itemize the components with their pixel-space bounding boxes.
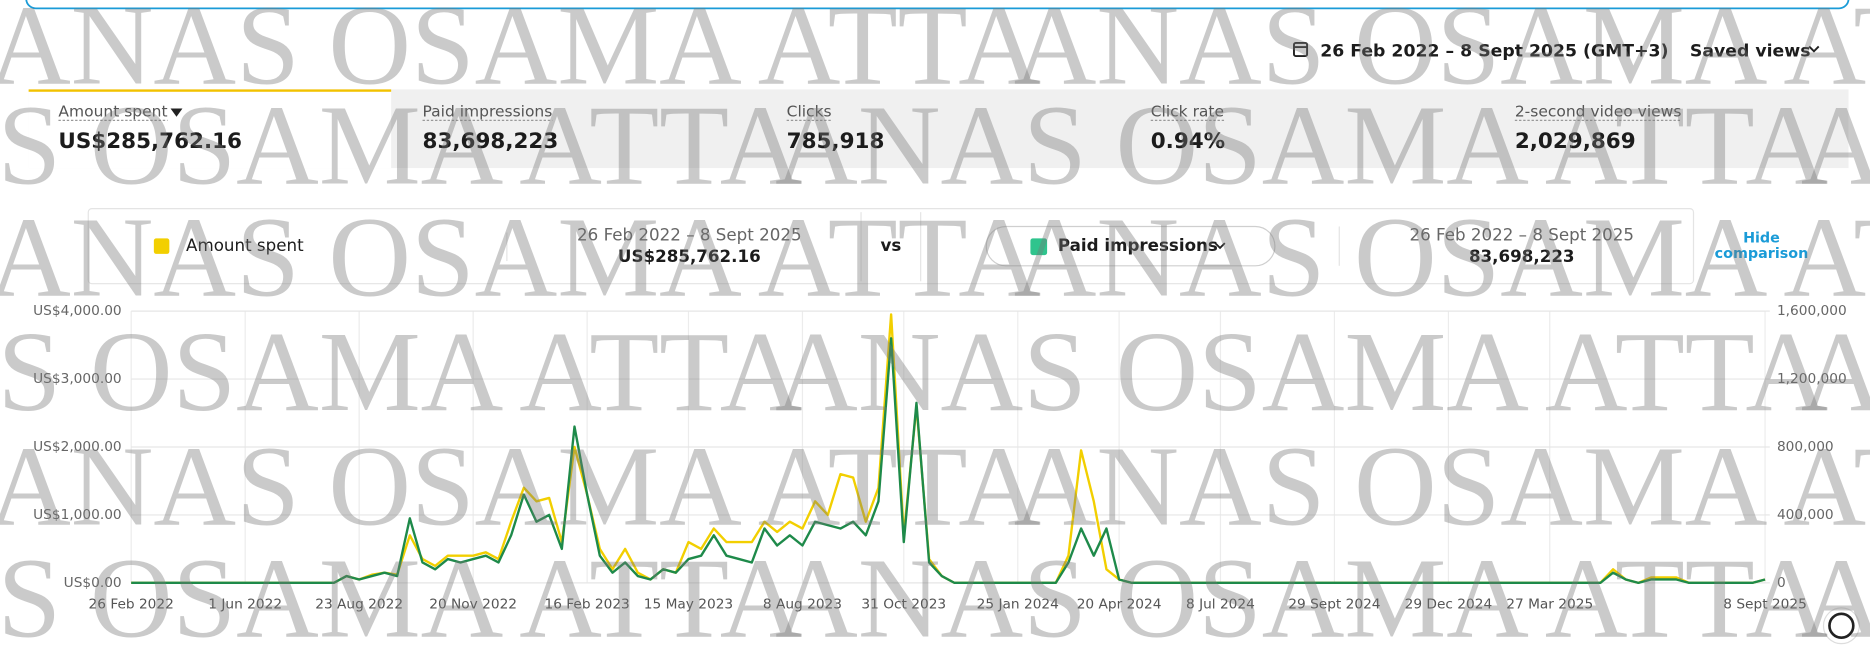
legend-swatch (153, 238, 170, 254)
y2-tick-label: 800,000 (1777, 439, 1834, 455)
y-tick-label: US$1,000.00 (33, 507, 121, 523)
y-tick-label: US$4,000.00 (33, 303, 121, 319)
metrics: Amount spent US$285,762.16 Paid impression… (58, 103, 1682, 154)
y-tick-label: US$0.00 (64, 575, 122, 591)
metric-label[interactable]: Paid impressions (423, 103, 553, 121)
legend-label: Amount spent (186, 236, 304, 255)
plot: US$0.00 US$1,000.00 US$2,000.00 US$3,000.00… (33, 303, 1847, 612)
x-tick-label: 20 Apr 2024 (1077, 596, 1162, 612)
comparison-range: 26 Feb 2022 – 8 Sept 2025 (1409, 226, 1634, 245)
y-tick-label: US$2,000.00 (33, 439, 121, 455)
calendar-icon (1293, 41, 1309, 57)
top-panel (25, 0, 1850, 10)
metric-value: 785,918 (787, 129, 885, 154)
x-tick-label: 31 Oct 2023 (861, 596, 946, 612)
metric-dropdown[interactable] (170, 108, 183, 117)
y-tick-label: US$3,000.00 (33, 371, 121, 387)
data-line (131, 313, 1766, 585)
legend-swatch (1030, 238, 1048, 256)
y2-tick-label: 400,000 (1777, 507, 1834, 523)
x-tick-label: 23 Aug 2022 (315, 596, 403, 612)
metric-label[interactable]: Amount spent (58, 103, 167, 121)
x-tick-label: 8 Sept 2025 (1723, 596, 1807, 612)
comparison-box (87, 207, 1695, 285)
x-tick-label: 20 Nov 2022 (429, 596, 517, 612)
x-tick-label: 1 Jun 2022 (208, 596, 282, 612)
watermark-text: ANAS OSAMA ATTA (775, 308, 1828, 435)
legend-label[interactable]: Paid impressions (1058, 236, 1218, 255)
x-tick-label: 29 Dec 2024 (1405, 596, 1493, 612)
metric-selector[interactable] (985, 225, 1276, 267)
date-picker[interactable]: 26 Feb 2022 – 8 Sept 2025 (GMT+3) (1293, 41, 1669, 61)
watermark-text: ANAS OSAMA ATTA (0, 423, 1041, 550)
hide-comparison[interactable]: comparison (1715, 246, 1809, 262)
x-tick-label: 8 Aug 2023 (763, 596, 842, 612)
y2-tick-label: 0 (1777, 575, 1786, 591)
vs-label: vs (880, 236, 901, 255)
comparison-range: 26 Feb 2022 – 8 Sept 2025 (577, 226, 802, 245)
comparison-total: US$285,762.16 (618, 247, 761, 266)
metric-label[interactable]: Click rate (1151, 103, 1224, 121)
help-icon (1828, 612, 1855, 640)
chevron (1808, 45, 1820, 53)
y2-tick-label: 1,600,000 (1777, 303, 1847, 319)
x-tick-label: 29 Sept 2024 (1288, 596, 1380, 612)
hide-comparison[interactable]: Hide (1743, 230, 1780, 246)
saved-views[interactable]: Saved views (1690, 41, 1811, 61)
x-tick-label: 26 Feb 2022 (89, 596, 174, 612)
x-tick-label: 27 Mar 2025 (1506, 596, 1593, 612)
data-line (131, 337, 1766, 585)
watermark-text: ANAS OSAMA ATTA (775, 535, 1828, 652)
y2-tick-label: 1,200,000 (1777, 371, 1847, 387)
active-tab[interactable] (28, 89, 392, 169)
metric-label[interactable]: Clicks (787, 103, 832, 121)
comparison-total: 83,698,223 (1469, 247, 1575, 266)
metric-value: 2,029,869 (1515, 129, 1636, 154)
watermark-text: ANAS OSAMA ATTA (1014, 423, 1870, 550)
chevron (1214, 242, 1226, 250)
x-tick-label: 16 Feb 2023 (544, 596, 629, 612)
x-tick-label: 8 Jul 2024 (1186, 596, 1255, 612)
active-tab-border (28, 89, 392, 92)
metric-value: 0.94% (1151, 129, 1225, 154)
x-tick-label: 25 Jan 2024 (977, 596, 1059, 612)
date-range[interactable]: 26 Feb 2022 – 8 Sept 2025 (GMT+3) (1320, 41, 1668, 61)
x-tick-label: 15 May 2023 (644, 596, 733, 612)
metric-value: 83,698,223 (423, 129, 559, 154)
metric-value: US$285,762.16 (58, 129, 242, 154)
metric-label[interactable]: 2-second video views (1515, 103, 1682, 121)
